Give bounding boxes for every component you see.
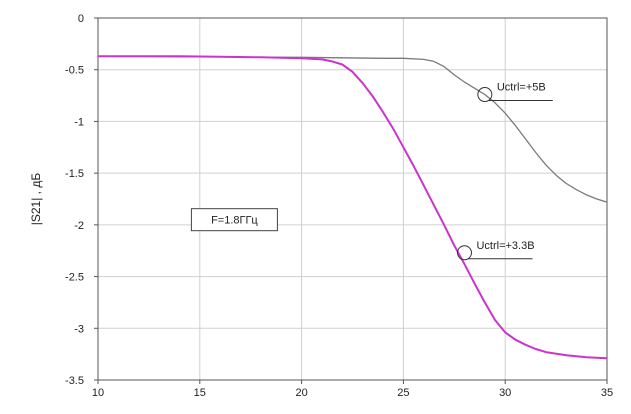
annotations-layer: Uctrl=+5В Uctrl=+3.3В F=1.8ГГц bbox=[190, 82, 553, 261]
y-tick-label: -2 bbox=[74, 220, 84, 232]
x-tick-label: 10 bbox=[92, 387, 104, 399]
y-tick-label: 0 bbox=[78, 13, 84, 25]
y-tick-label: -3.5 bbox=[65, 375, 84, 387]
x-tick-label: 30 bbox=[499, 387, 511, 399]
plot-area-frame bbox=[97, 17, 608, 381]
y-tick-label: -1 bbox=[74, 116, 84, 128]
series-layer bbox=[98, 55, 608, 360]
y-axis-label: |S21| , дБ bbox=[29, 173, 43, 226]
y-tick-label: -0.5 bbox=[65, 65, 84, 77]
x-tick-label: 20 bbox=[295, 387, 307, 399]
series-line-1 bbox=[98, 55, 608, 203]
annotation-label: Uctrl=+3.3В bbox=[476, 240, 534, 252]
y-tick-label: -2.5 bbox=[65, 272, 84, 284]
annotation-marker bbox=[456, 245, 472, 261]
x-tick-label: 35 bbox=[601, 387, 613, 399]
annotation-label: F=1.8ГГц bbox=[211, 215, 258, 227]
y-axis: 0 -0.5 -1 -1.5 -2 -2.5 -3 -3.5 bbox=[65, 13, 98, 387]
y-tick-label: -3 bbox=[74, 323, 84, 335]
series-line-2 bbox=[98, 55, 608, 360]
x-tick-label: 15 bbox=[194, 387, 206, 399]
annotation-label: Uctrl=+5В bbox=[497, 82, 546, 94]
y-tick-label: -1.5 bbox=[65, 168, 84, 180]
x-tick-label: 25 bbox=[397, 387, 409, 399]
annotation-marker bbox=[477, 87, 493, 103]
x-axis: 10 15 20 25 30 35 bbox=[92, 380, 613, 399]
annotation-box bbox=[190, 208, 278, 232]
